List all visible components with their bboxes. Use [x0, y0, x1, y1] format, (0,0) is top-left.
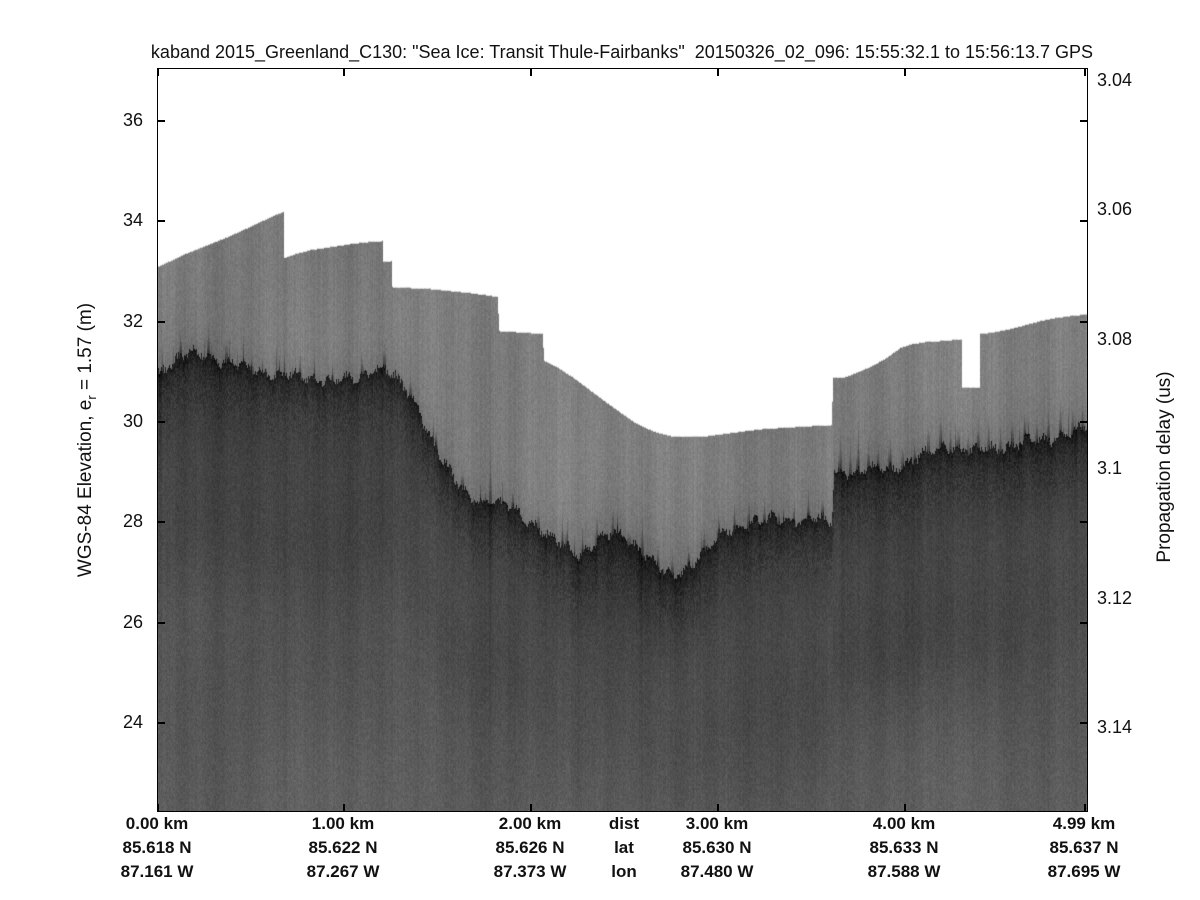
right-tick-label-3.06: 3.06 — [1097, 199, 1133, 219]
right-axis-label: Propagation delay (us) — [1154, 371, 1175, 563]
bottom-label-dist-6: 4.99 km — [1052, 814, 1116, 833]
bottom-label-lat-3: lat — [614, 838, 634, 857]
left-tick-label-28: 28 — [122, 511, 143, 531]
right-tick-label-3.1: 3.1 — [1097, 458, 1123, 478]
bottom-label-dist-3: dist — [608, 814, 640, 833]
left-tick-label-36: 36 — [122, 110, 143, 130]
x-tickmark-top — [904, 69, 906, 76]
x-tickmark-bottom — [343, 804, 345, 811]
x-tickmark-top — [157, 69, 159, 76]
left-axis-label: WGS-84 Elevation, er = 1.57 (m) — [75, 302, 99, 578]
bottom-label-dist-0: 0.00 km — [125, 814, 189, 833]
left-tick-label-30: 30 — [122, 411, 143, 431]
y-tickmark-left — [158, 521, 165, 523]
x-tickmark-top — [343, 69, 345, 76]
right-tick-label-3.14: 3.14 — [1097, 717, 1133, 737]
bottom-label-lat-5: 85.633 N — [869, 838, 939, 857]
bottom-label-lat-0: 85.618 N — [122, 838, 192, 857]
y-tickmark-right — [1080, 622, 1087, 624]
y-tickmark-left — [158, 722, 165, 724]
left-tick-label-32: 32 — [122, 311, 143, 331]
right-tick-label-3.04: 3.04 — [1097, 70, 1133, 90]
x-tickmark-bottom — [1084, 804, 1086, 811]
echogram-image — [158, 69, 1087, 811]
right-tick-label-3.12: 3.12 — [1097, 588, 1133, 608]
bottom-label-lon-3: lon — [611, 862, 637, 881]
plot-title: kaband 2015_Greenland_C130: "Sea Ice: Tr… — [150, 42, 1094, 62]
y-tickmark-right — [1080, 321, 1087, 323]
bottom-label-dist-1: 1.00 km — [311, 814, 375, 833]
right-tick-label-3.08: 3.08 — [1097, 329, 1133, 349]
left-tick-label-26: 26 — [122, 612, 143, 632]
left-tick-label-34: 34 — [122, 210, 143, 230]
bottom-label-lon-5: 87.588 W — [867, 862, 941, 881]
bottom-label-lon-1: 87.267 W — [306, 862, 380, 881]
x-tickmark-top — [530, 69, 532, 76]
bottom-label-lat-2: 85.626 N — [495, 838, 565, 857]
bottom-label-lon-4: 87.480 W — [680, 862, 754, 881]
y-tickmark-left — [158, 622, 165, 624]
bottom-label-lon-0: 87.161 W — [120, 862, 194, 881]
y-tickmark-left — [158, 321, 165, 323]
bottom-label-lon-2: 87.373 W — [493, 862, 567, 881]
x-tickmark-bottom — [157, 804, 159, 811]
x-tickmark-bottom — [717, 804, 719, 811]
x-tickmark-bottom — [530, 804, 532, 811]
left-axis-label-subscript: r — [83, 395, 99, 400]
bottom-label-lon-6: 87.695 W — [1047, 862, 1121, 881]
x-tickmark-bottom — [904, 804, 906, 811]
bottom-label-dist-4: 3.00 km — [685, 814, 749, 833]
left-tick-label-24: 24 — [122, 712, 143, 732]
y-tickmark-left — [158, 120, 165, 122]
y-tickmark-left — [158, 220, 165, 222]
bottom-label-lat-1: 85.622 N — [308, 838, 378, 857]
bottom-label-dist-5: 4.00 km — [872, 814, 936, 833]
y-tickmark-right — [1080, 421, 1087, 423]
y-tickmark-right — [1080, 521, 1087, 523]
y-tickmark-right — [1080, 120, 1087, 122]
bottom-label-lat-6: 85.637 N — [1049, 838, 1119, 857]
bottom-label-dist-2: 2.00 km — [498, 814, 562, 833]
y-tickmark-right — [1080, 722, 1087, 724]
y-tickmark-left — [158, 421, 165, 423]
bottom-label-lat-4: 85.630 N — [682, 838, 752, 857]
x-tickmark-top — [717, 69, 719, 76]
plot-frame — [157, 68, 1088, 812]
y-tickmark-right — [1080, 220, 1087, 222]
x-tickmark-top — [1084, 69, 1086, 76]
